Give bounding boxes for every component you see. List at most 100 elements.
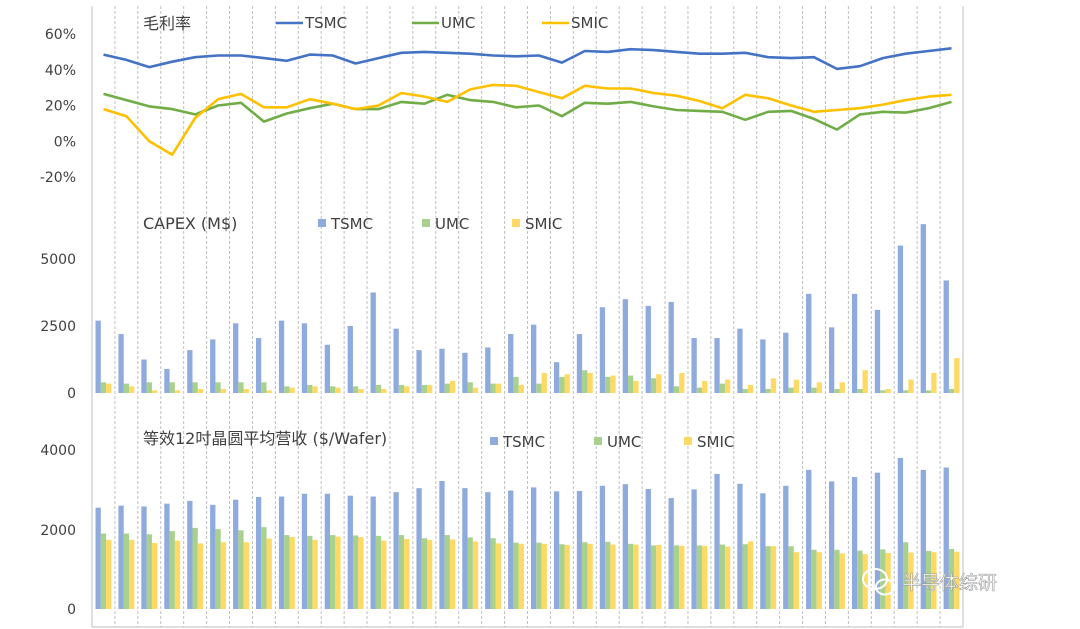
bar-smic (449, 539, 456, 609)
bar-umc (307, 384, 313, 393)
bar-umc (559, 544, 565, 609)
bar-tsmc (622, 484, 628, 609)
bar-tsmc (828, 481, 835, 609)
bar-umc (582, 542, 588, 609)
bar-umc (467, 382, 473, 393)
bar-smic (931, 372, 937, 393)
bar-umc (948, 388, 955, 393)
bar-umc (857, 388, 863, 393)
bar-smic (839, 553, 845, 609)
bar-tsmc (828, 327, 835, 393)
y-tick-label: 0 (67, 602, 76, 618)
bar-umc (903, 542, 909, 609)
bar-tsmc (278, 320, 285, 393)
bar-tsmc (210, 339, 216, 393)
bar-smic (587, 543, 593, 609)
bar-umc (719, 544, 725, 609)
y-tick-label: 0 (67, 386, 76, 402)
bar-smic (862, 370, 868, 393)
bar-tsmc (920, 224, 926, 393)
bar-tsmc (141, 359, 147, 393)
bar-umc (857, 550, 863, 609)
bar-umc (375, 384, 382, 393)
gross-margin-panel: 60% 40% 20% 0% -20% 毛利率 TSMC UMC SMIC (40, 14, 952, 186)
bar-smic (289, 387, 295, 393)
y-tick-label: 60% (45, 27, 76, 43)
bar-tsmc (164, 503, 170, 609)
bar-smic (885, 388, 891, 393)
bar-smic (793, 379, 800, 393)
bar-tsmc (691, 338, 697, 393)
bar-umc (238, 382, 244, 393)
bar-tsmc (485, 347, 491, 393)
series-line-smic (103, 83, 952, 156)
bar-smic (862, 554, 868, 609)
bar-tsmc (599, 485, 606, 609)
wechat-icon-bubble (875, 578, 895, 596)
y-tick-label: 0% (54, 134, 76, 150)
bar-umc (192, 527, 198, 609)
bar-smic (495, 383, 502, 393)
bar-smic (197, 543, 204, 609)
bar-tsmc (255, 338, 262, 393)
bar-smic (358, 537, 364, 609)
bar-tsmc (233, 499, 239, 609)
bar-tsmc (576, 490, 583, 609)
bar-tsmc (783, 332, 789, 393)
bar-tsmc (439, 348, 445, 393)
bar-tsmc (553, 491, 560, 609)
bar-smic (427, 539, 433, 610)
bar-umc (834, 549, 840, 609)
bar-tsmc (118, 505, 124, 609)
y-tick-label: 40% (45, 63, 76, 79)
bar-smic (106, 539, 112, 610)
chart-title: 等效12吋晶圆平均营收 ($/Wafer) (143, 429, 387, 448)
bar-smic (197, 388, 204, 393)
legend-label: SMIC (525, 215, 562, 233)
bar-tsmc (714, 473, 720, 609)
bar-smic (679, 372, 685, 393)
bar-umc (215, 382, 221, 393)
y-tick-label: 20% (45, 99, 76, 115)
bar-smic (724, 546, 731, 609)
bar-smic (220, 388, 227, 393)
bar-umc (146, 382, 152, 393)
bar-smic (610, 375, 616, 393)
bar-umc (880, 390, 886, 393)
bar-umc (490, 538, 496, 609)
bar-tsmc (851, 293, 858, 393)
series-line-tsmc (103, 47, 952, 71)
bar-tsmc (508, 490, 514, 609)
chart-title: CAPEX (M$) (143, 214, 237, 233)
bar-umc (261, 382, 267, 393)
bar-smic (129, 386, 135, 393)
bar-smic (908, 552, 914, 609)
bar-tsmc (187, 500, 193, 609)
bar-tsmc (393, 328, 399, 393)
bar-tsmc (95, 507, 101, 609)
bar-tsmc (485, 492, 491, 609)
bar-umc (627, 375, 634, 393)
bar-umc (788, 546, 794, 609)
bar-tsmc (95, 320, 101, 393)
bar-umc (605, 376, 611, 393)
bar-smic (610, 544, 616, 609)
bar-tsmc (531, 487, 537, 610)
bar-umc (650, 378, 657, 393)
legend-swatch (594, 437, 602, 445)
bar-tsmc (645, 305, 651, 393)
bar-umc (834, 388, 840, 393)
bar-tsmc (553, 362, 560, 393)
bar-smic (312, 386, 318, 393)
bar-tsmc (599, 307, 606, 393)
bar-tsmc (783, 485, 789, 609)
bar-smic (243, 388, 249, 393)
bar-tsmc (874, 309, 881, 393)
bar-umc (765, 546, 771, 609)
bar-smic (724, 379, 731, 393)
bar-smic (243, 542, 249, 609)
bar-umc (513, 376, 519, 393)
bar-umc (398, 535, 405, 610)
bar-smic (541, 543, 547, 609)
